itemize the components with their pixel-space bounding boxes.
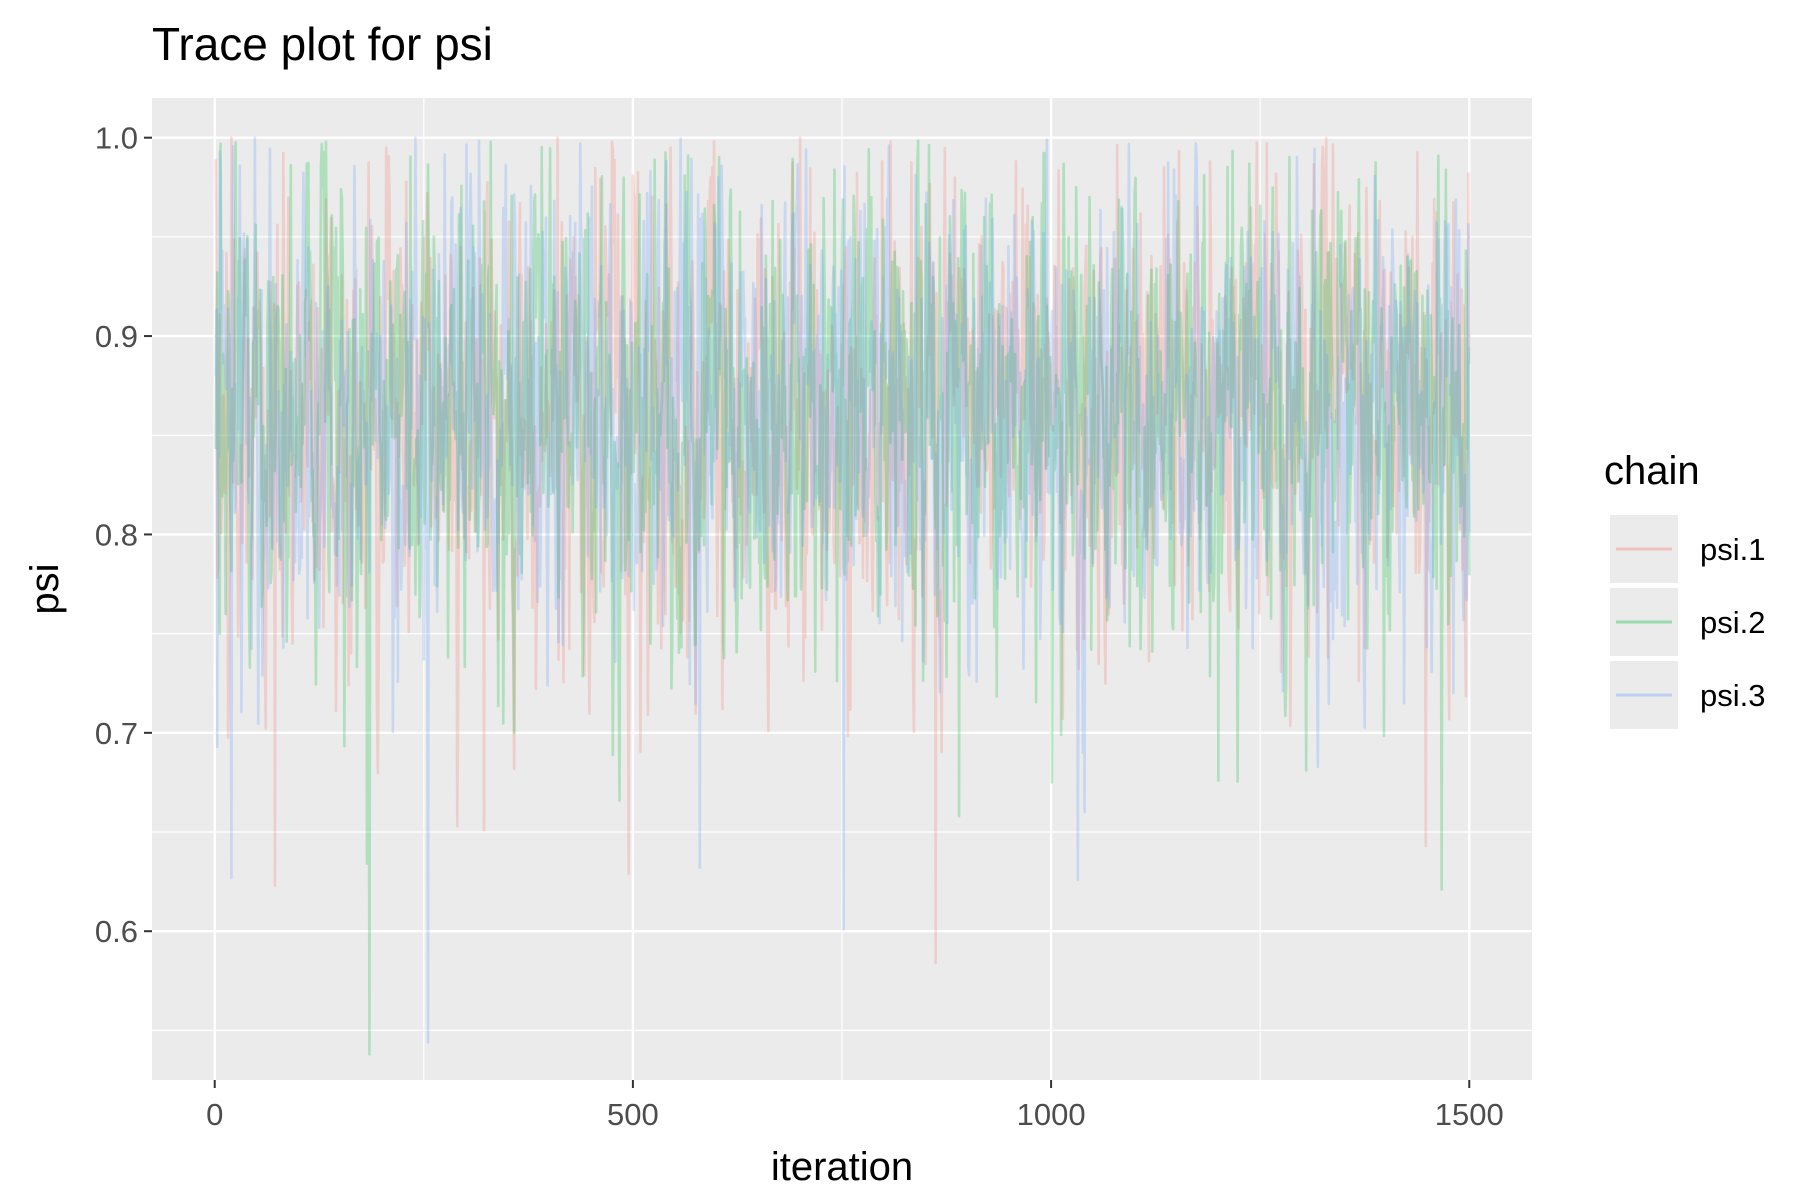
series-line-psi.2 — [214, 139, 1471, 1056]
x-tick-label: 1500 — [1435, 1097, 1504, 1132]
y-axis-title: psi — [23, 563, 67, 614]
legend-key-psi.3 — [1610, 661, 1678, 729]
major-gridlines — [152, 98, 1532, 1080]
x-tick-label: 0 — [206, 1097, 223, 1132]
series-layer — [214, 136, 1471, 1056]
chart-title: Trace plot for psi — [152, 18, 493, 70]
minor-gridlines — [152, 98, 1532, 1080]
y-tick-label: 0.8 — [95, 517, 138, 552]
x-axis: 0 500 1000 1500 — [206, 1080, 1504, 1132]
x-axis-title: iteration — [771, 1145, 913, 1189]
y-axis: 0.6 0.7 0.8 0.9 1.0 — [95, 121, 152, 949]
legend-key-psi.1 — [1610, 515, 1678, 583]
x-tick-label: 500 — [607, 1097, 659, 1132]
series-line-psi.3 — [214, 136, 1471, 1044]
legend: chain psi.1 psi.2 psi.3 — [1604, 449, 1765, 729]
series-line-psi.1 — [214, 136, 1471, 965]
legend-label-psi.3: psi.3 — [1700, 678, 1765, 713]
y-tick-label: 0.7 — [95, 716, 138, 751]
x-tick-label: 1000 — [1017, 1097, 1086, 1132]
legend-label-psi.1: psi.1 — [1700, 532, 1765, 567]
y-tick-label: 0.9 — [95, 319, 138, 354]
legend-key-psi.2 — [1610, 588, 1678, 656]
y-tick-label: 1.0 — [95, 121, 138, 156]
y-tick-label: 0.6 — [95, 914, 138, 949]
legend-title: chain — [1604, 449, 1700, 493]
legend-label-psi.2: psi.2 — [1700, 605, 1765, 640]
